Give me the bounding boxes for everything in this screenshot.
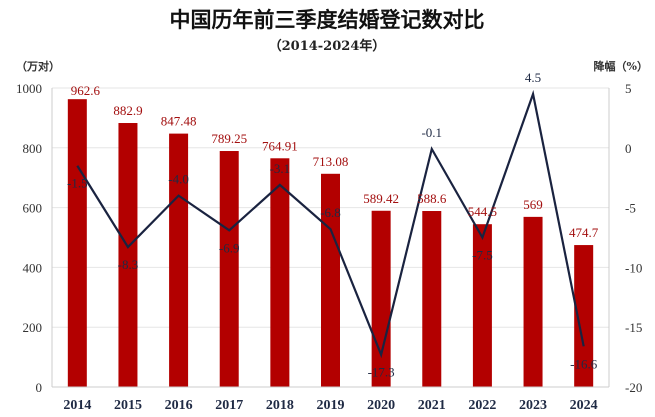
x-tick-label: 2020: [367, 398, 395, 413]
bar: [472, 224, 492, 387]
bar: [118, 123, 138, 387]
bar-value-label: 847.48: [161, 114, 197, 129]
bar-value-label: 789.25: [211, 131, 247, 146]
x-tick-label: 2021: [418, 398, 446, 413]
x-tick-label: 2014: [63, 398, 91, 413]
left-tick-label: 1000: [16, 81, 42, 96]
line-series: [76, 89, 585, 359]
bar-value-label: 588.6: [417, 191, 447, 206]
line-path: [76, 89, 585, 359]
left-axis-unit: （万对）: [16, 59, 60, 73]
line-value-label: -17.3: [368, 365, 395, 380]
bar: [270, 158, 290, 387]
left-tick-label: 800: [23, 141, 43, 156]
bar: [574, 245, 594, 387]
x-tick-label: 2015: [114, 398, 142, 413]
right-tick-label: -10: [625, 260, 642, 275]
bar-value-label: 474.7: [569, 225, 599, 240]
bar-value-label: 544.5: [468, 204, 497, 219]
x-tick-label: 2016: [165, 398, 193, 413]
bar: [422, 211, 442, 387]
bar: [523, 216, 543, 387]
bar-value-label: 569: [523, 197, 543, 212]
left-tick-label: 600: [23, 201, 43, 216]
line-value-label: -8.3: [118, 257, 139, 272]
line-value-label: -6.9: [219, 240, 240, 255]
line-value-label: -7.5: [472, 248, 493, 263]
bar-value-label: 589.42: [363, 191, 399, 206]
bar: [67, 99, 87, 387]
bar-value-label: 882.9: [113, 103, 142, 118]
x-tick-label: 2017: [215, 398, 243, 413]
bars: [67, 99, 594, 387]
axes: 0 200 400 600 800 1000 -20 -15 -10 -5 0 5 2014 2015 20…: [16, 81, 642, 413]
bar-value-label: 713.08: [313, 154, 349, 169]
right-axis-unit: 降幅（%）: [594, 59, 648, 73]
line-value-label: -1.5: [67, 176, 88, 191]
bar: [371, 210, 391, 387]
x-tick-label: 2019: [317, 398, 345, 413]
line-value-label: -3.1: [270, 161, 291, 176]
bar-value-label: 764.91: [262, 138, 298, 153]
line-value-label: -6.8: [320, 205, 341, 220]
left-tick-label: 400: [23, 260, 43, 275]
line-value-label: 4.5: [525, 70, 541, 85]
x-tick-label: 2018: [266, 398, 294, 413]
line-value-label: -4.0: [168, 172, 189, 187]
chart-subtitle: （2014-2024年）: [269, 38, 386, 54]
bar: [169, 133, 189, 387]
chart-title: 中国历年前三季度结婚登记数对比: [170, 7, 485, 32]
bar-value-label: 962.6: [71, 83, 101, 98]
x-tick-label: 2022: [468, 398, 496, 413]
right-tick-label: 0: [625, 141, 632, 156]
right-tick-label: -15: [625, 320, 642, 335]
right-tick-label: -20: [625, 380, 642, 395]
right-tick-label: -5: [625, 201, 636, 216]
bar: [321, 173, 340, 387]
line-value-label: -0.1: [421, 125, 442, 140]
left-tick-label: 0: [36, 380, 43, 395]
left-tick-label: 200: [23, 320, 43, 335]
x-tick-label: 2023: [519, 398, 547, 413]
x-tick-label: 2024: [570, 398, 598, 413]
data-labels: 962.6 882.9 847.48 789.25 764.91 713.08 589.42…: [67, 70, 599, 380]
bar: [219, 151, 239, 387]
line-value-label: -16.6: [570, 356, 598, 371]
right-tick-label: 5: [625, 81, 632, 96]
